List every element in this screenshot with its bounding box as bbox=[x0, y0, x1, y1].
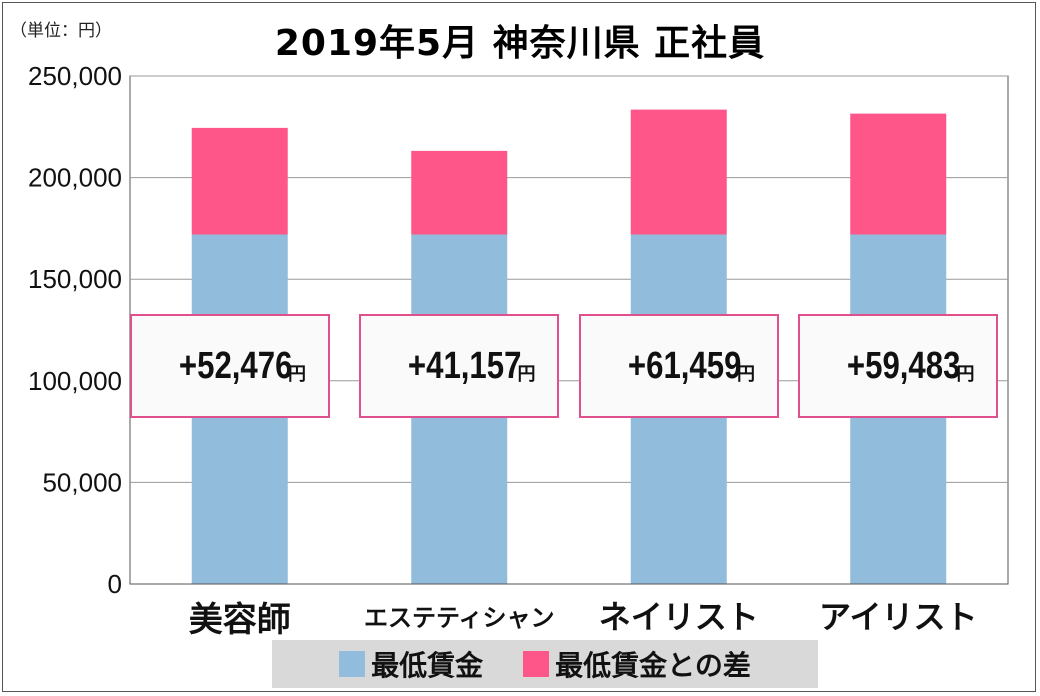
unit-label: （単位：円） bbox=[10, 21, 112, 41]
difference-bar bbox=[630, 109, 727, 235]
difference-bar bbox=[191, 127, 288, 235]
difference-badge: +59,483 円 bbox=[798, 314, 999, 418]
x-tick-label: ネイリスト bbox=[598, 598, 759, 636]
x-tick-label: エステティシャン bbox=[363, 604, 555, 632]
difference-unit: 円 bbox=[287, 364, 306, 385]
difference-unit: 円 bbox=[736, 364, 755, 385]
legend-swatch-min-wage bbox=[339, 651, 366, 677]
legend-label-min-wage: 最低賃金 bbox=[371, 649, 484, 682]
difference-bar bbox=[411, 150, 508, 235]
legend-label-difference: 最低賃金との差 bbox=[555, 649, 751, 682]
legend-item-difference: 最低賃金との差 bbox=[523, 644, 751, 684]
difference-badge: +52,476 円 bbox=[129, 314, 330, 418]
difference-value: +41,157 bbox=[407, 344, 522, 387]
difference-value: +61,459 bbox=[627, 344, 741, 387]
legend-swatch-difference bbox=[523, 651, 550, 677]
difference-value: +52,476 bbox=[178, 344, 292, 387]
y-tick-label: 100,000 bbox=[28, 366, 122, 396]
y-tick-label: 150,000 bbox=[28, 264, 122, 294]
legend-item-min-wage: 最低賃金 bbox=[339, 644, 483, 684]
legend: 最低賃金 最低賃金との差 bbox=[272, 640, 818, 688]
chart-title: 2019年5月 神奈川県 正社員 bbox=[274, 23, 766, 64]
y-tick-label: 250,000 bbox=[28, 61, 122, 91]
difference-badge: +61,459 円 bbox=[578, 314, 779, 418]
difference-unit: 円 bbox=[517, 364, 536, 385]
difference-bar bbox=[850, 113, 947, 235]
y-tick-label: 0 bbox=[108, 569, 122, 599]
x-tick-label: 美容師 bbox=[188, 600, 291, 640]
x-tick-label: アイリスト bbox=[819, 598, 978, 636]
y-tick-label: 50,000 bbox=[42, 467, 122, 497]
y-tick-label: 200,000 bbox=[28, 163, 122, 193]
difference-unit: 円 bbox=[956, 364, 975, 385]
difference-value: +59,483 bbox=[846, 344, 961, 387]
difference-badge: +41,157 円 bbox=[359, 314, 560, 418]
